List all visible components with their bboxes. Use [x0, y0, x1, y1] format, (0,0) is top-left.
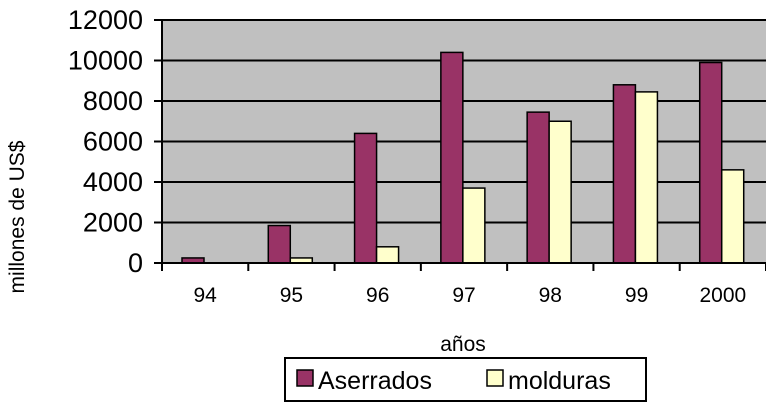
y-axis-title: millones de US$	[6, 140, 29, 293]
x-axis-title: años	[440, 333, 486, 356]
bar-aserrados-95	[267, 224, 292, 264]
bars	[181, 51, 745, 264]
bar-aserrados-99	[612, 84, 637, 264]
x-tick-label: 2000	[699, 284, 746, 307]
legend-label-molduras: molduras	[508, 367, 611, 395]
bar-aserrados-2000	[698, 61, 723, 264]
x-tick-label: 98	[539, 284, 562, 307]
y-tick-label: 10000	[68, 46, 143, 76]
bar-aserrados-97	[440, 51, 464, 264]
x-tick-label: 97	[452, 284, 475, 307]
gridlines	[162, 19, 766, 224]
x-tick-label: 95	[280, 284, 303, 307]
bar-molduras-98	[548, 120, 572, 264]
y-tick-label: 4000	[83, 167, 143, 197]
y-tick-label: 6000	[83, 127, 143, 157]
x-tick-label: 96	[366, 284, 389, 307]
x-tick-label: 99	[625, 284, 648, 307]
x-axis: 94 95 96 97 98 99 2000	[161, 262, 766, 307]
y-tick-label: 12000	[68, 5, 143, 35]
bar-aserrados-98	[526, 111, 550, 264]
legend: Aserrados molduras	[284, 357, 647, 402]
y-tick-label: 8000	[83, 86, 143, 116]
legend-box	[284, 357, 647, 402]
bar-molduras-96	[375, 246, 400, 264]
legend-label-aserrados: Aserrados	[318, 367, 432, 395]
bar-molduras-97	[462, 187, 486, 264]
y-tick-label: 0	[128, 248, 143, 278]
bar-molduras-99	[634, 91, 659, 264]
legend-swatch-molduras	[486, 369, 504, 387]
y-tick-label: 2000	[83, 208, 143, 238]
y-axis: 0 2000 4000 6000 8000 10000 12000	[68, 5, 163, 278]
legend-swatch-aserrados	[296, 369, 314, 387]
bar-aserrados-96	[353, 132, 378, 264]
bar-molduras-2000	[720, 169, 745, 264]
x-tick-label: 94	[193, 284, 217, 307]
